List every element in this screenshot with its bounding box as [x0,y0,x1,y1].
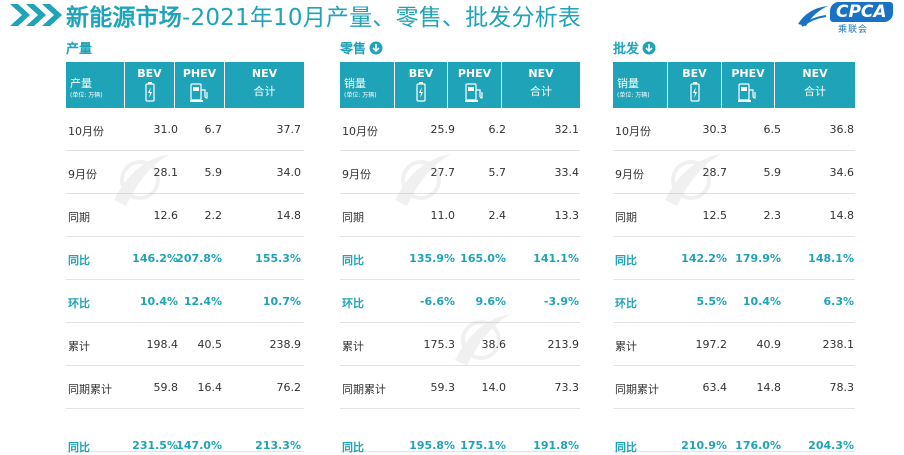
table-row: 同期 11.0 2.4 13.3 [340,194,580,237]
page-title: 新能源市场-2021年10月产量、零售、批发分析表 [66,5,582,31]
header-cell-bev: BEV [125,62,175,108]
header-cell-nev: NEV 合计 [251,67,278,98]
table-body: 10月份 25.9 6.2 32.1 9月份 27.7 5.7 33.4 同期 11.0 2.4… [340,108,580,454]
battery-icon [689,82,700,102]
table-row: 同比 231.5% 147.0% 213.3% [66,409,304,454]
table-row: 同期累计 59.3 14.0 73.3 [340,366,580,409]
table-row: 同期 12.6 2.2 14.8 [66,194,304,237]
header-cell-nev: NEV 合计 [528,67,554,98]
header-cell-phev: PHEV [448,62,502,108]
watermark-logo-icon [665,154,721,206]
table-body: 10月份 30.3 6.5 36.8 9月份 28.7 5.9 34.6 同期 12.5 2.3… [613,108,855,454]
section-label: 零售 [340,38,383,57]
logo-text: CPCA [830,2,893,22]
table-row: 9月份 28.7 5.9 34.6 [613,151,855,194]
table-row: 环比 -6.6% 9.6% -3.9% [340,280,580,323]
arrow-down-circle-icon [369,41,383,54]
table-row: 同期 12.5 2.3 14.8 [613,194,855,237]
section-label: 批发 [613,38,656,57]
watermark-logo-icon [114,154,170,206]
watermark-logo-icon [455,314,511,366]
table-row: 同期累计 59.8 16.4 76.2 [66,366,304,409]
table-row: 环比 10.4% 12.4% 10.7% [66,280,304,323]
header-cell-metric: 销量 (单位: 万辆) [340,62,395,108]
table-row: 10月份 25.9 6.2 32.1 [340,108,580,151]
header-cell-metric: 产量 (单位: 万辆) [66,62,125,108]
section-label: 产量 [66,42,93,57]
table-row: 同期累计 63.4 14.8 78.3 [613,366,855,409]
table-row: 累计 175.3 38.6 213.9 [340,323,580,366]
header-cell-phev: PHEV [722,62,775,108]
chevron-arrows-icon [10,4,62,26]
table-row: 同比 146.2% 207.8% 155.3% [66,237,304,280]
table-row: 累计 198.4 40.5 238.9 [66,323,304,366]
cpca-logo-icon [798,6,828,27]
table-body: 10月份 31.0 6.7 37.7 9月份 28.1 5.9 34.0 同期 12.6 2.2… [66,108,304,454]
header-cell-bev: BEV [395,62,448,108]
header-cell-nev: NEV 合计 [802,67,828,98]
header-cell-bev: BEV [668,62,722,108]
table-row: 同比 210.9% 176.0% 204.3% [613,409,855,454]
header-cell-phev: PHEV [175,62,225,108]
table-header: 销量 (单位: 万辆) BEV PHEV NEV 合计 [613,62,855,108]
table-row: 同比 135.9% 165.0% 141.1% [340,237,580,280]
charging-station-icon [464,83,483,102]
battery-icon [416,82,426,102]
table-row: 10月份 31.0 6.7 37.7 [66,108,304,151]
table-row: 累计 197.2 40.9 238.1 [613,323,855,366]
watermark-logo-icon [395,154,451,206]
table-header: 产量 (单位: 万辆) BEV PHEV NEV 合计 [66,62,304,108]
table-row: 同比 195.8% 175.1% 191.8% [340,409,580,454]
table-header: 销量 (单位: 万辆) BEV PHEV NEV 合计 [340,62,580,108]
table-row: 10月份 30.3 6.5 36.8 [613,108,855,151]
arrow-down-circle-icon [642,41,656,54]
logo-cn: 乘联会 [838,25,869,35]
table-row: 9月份 27.7 5.7 33.4 [340,151,580,194]
charging-station-icon [189,83,208,102]
table-row: 9月份 28.1 5.9 34.0 [66,151,304,194]
table-row: 同比 142.2% 179.9% 148.1% [613,237,855,280]
table-row: 环比 5.5% 10.4% 6.3% [613,280,855,323]
charging-station-icon [738,83,756,102]
battery-icon [144,82,155,102]
header-cell-metric: 销量 (单位: 万辆) [613,62,668,108]
